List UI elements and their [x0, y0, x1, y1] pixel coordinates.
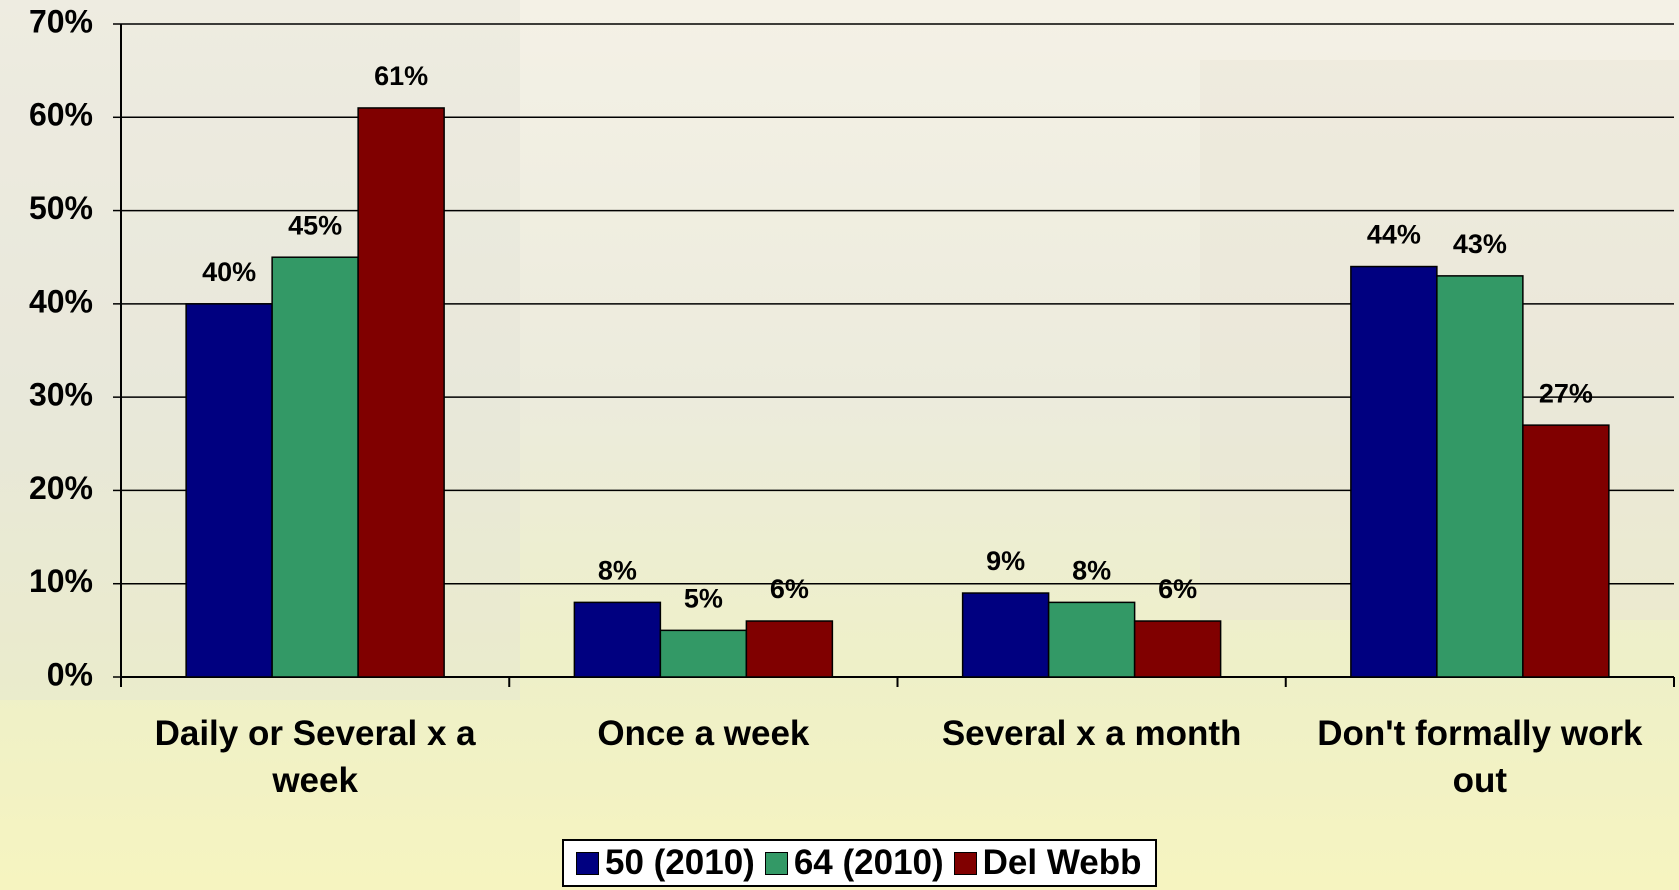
y-tick-label: 60% — [29, 97, 93, 133]
x-tick-label: Daily or Several x a week — [125, 710, 505, 804]
y-tick-label: 10% — [29, 563, 93, 599]
data-label: 8% — [598, 555, 637, 585]
legend-item: 50 (2010) — [572, 843, 755, 883]
y-tick-label: 30% — [29, 377, 93, 413]
legend-label: Del Webb — [983, 843, 1142, 883]
legend: 50 (2010) 64 (2010) Del Webb — [562, 839, 1157, 887]
y-tick-label: 20% — [29, 470, 93, 506]
data-label: 6% — [770, 574, 809, 604]
data-label: 27% — [1539, 378, 1593, 408]
bar — [963, 593, 1049, 677]
data-label: 8% — [1072, 555, 1111, 585]
legend-label: 64 (2010) — [794, 843, 944, 883]
data-label: 44% — [1367, 220, 1421, 250]
page: 0% 10% 20% 30% 40% 50% 60% 70% 40% 45% 61% 8% 5% 6% 9%… — [0, 0, 1679, 890]
bar — [574, 602, 660, 677]
bar — [1351, 267, 1437, 677]
data-label: 9% — [986, 546, 1025, 576]
y-tick-label: 0% — [47, 656, 93, 692]
bar — [1049, 602, 1135, 677]
legend-item: Del Webb — [950, 843, 1142, 883]
bar — [1523, 425, 1609, 677]
bar — [186, 304, 272, 677]
bar — [358, 108, 444, 677]
bar — [1135, 621, 1221, 677]
y-tick-label: 70% — [29, 3, 93, 39]
legend-swatch — [576, 852, 599, 875]
legend-item: 64 (2010) — [761, 843, 944, 883]
legend-label: 50 (2010) — [605, 843, 755, 883]
x-tick-label: Don't formally work out — [1290, 710, 1670, 804]
bar — [660, 630, 746, 677]
data-label: 5% — [684, 583, 723, 613]
bar — [1437, 276, 1523, 677]
legend-swatch — [765, 852, 788, 875]
x-tick-label: Several x a month — [902, 710, 1282, 757]
data-label: 45% — [288, 210, 342, 240]
y-tick-label: 50% — [29, 190, 93, 226]
x-tick-label: Once a week — [513, 710, 893, 757]
data-label: 40% — [202, 257, 256, 287]
data-label: 43% — [1453, 229, 1507, 259]
bar — [746, 621, 832, 677]
y-tick-label: 40% — [29, 283, 93, 319]
legend-swatch — [954, 852, 977, 875]
bar — [272, 257, 358, 677]
data-label: 6% — [1158, 574, 1197, 604]
data-label: 61% — [374, 61, 428, 91]
